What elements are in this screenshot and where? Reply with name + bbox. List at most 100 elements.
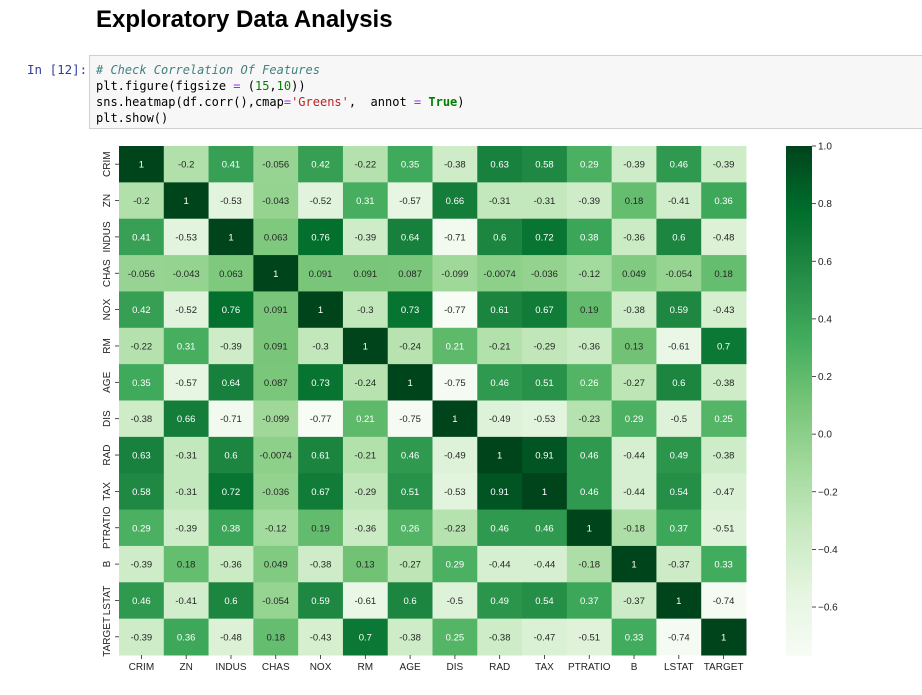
heatmap-cell bbox=[298, 436, 344, 474]
y-tick-label: CRIM bbox=[102, 151, 113, 177]
heatmap-cell-value: -0.29 bbox=[354, 487, 376, 498]
heatmap-cell bbox=[298, 582, 344, 620]
x-tick-label: ZN bbox=[180, 662, 193, 673]
heatmap-cell-value: 0.13 bbox=[356, 560, 375, 571]
heatmap-cell bbox=[432, 473, 478, 511]
y-tick-label: CHAS bbox=[102, 259, 113, 287]
heatmap-cell bbox=[522, 291, 568, 329]
heatmap-cell-value: -0.44 bbox=[534, 560, 556, 571]
heatmap-cell-value: 1 bbox=[407, 378, 412, 389]
heatmap-cell-value: 0.91 bbox=[535, 451, 554, 462]
heatmap-cell-value: 0.64 bbox=[401, 232, 420, 243]
heatmap-cell-value: -0.38 bbox=[713, 451, 735, 462]
heatmap-cell-value: -0.77 bbox=[310, 414, 332, 425]
heatmap-cell bbox=[119, 618, 165, 656]
heatmap-cell bbox=[208, 509, 254, 547]
heatmap-cell-value: -0.23 bbox=[578, 414, 600, 425]
heatmap-cell bbox=[701, 473, 747, 511]
heatmap-cell bbox=[342, 473, 389, 511]
code-cell[interactable] bbox=[89, 55, 922, 129]
heatmap-cell-value: -0.31 bbox=[489, 196, 511, 207]
heatmap-cell-value: -0.099 bbox=[441, 269, 468, 280]
heatmap-cell-value: 1 bbox=[631, 560, 636, 571]
heatmap-cell-value: -0.099 bbox=[262, 414, 289, 425]
heatmap-cell bbox=[701, 327, 747, 365]
heatmap-cell-value: 0.61 bbox=[490, 305, 509, 316]
heatmap-cell bbox=[253, 327, 299, 365]
heatmap-cell bbox=[119, 473, 165, 511]
heatmap-cell bbox=[208, 327, 254, 365]
heatmap-cell bbox=[253, 218, 299, 256]
heatmap-cell bbox=[387, 400, 433, 438]
heatmap-cell bbox=[119, 146, 165, 183]
x-tick-label: CRIM bbox=[129, 662, 155, 673]
heatmap-cell-value: 0.72 bbox=[535, 232, 554, 243]
heatmap-cell bbox=[342, 327, 389, 365]
colorbar bbox=[786, 146, 812, 656]
heatmap-cell-value: 0.049 bbox=[264, 560, 288, 571]
heatmap-cell bbox=[253, 582, 299, 620]
heatmap-cell bbox=[208, 182, 254, 220]
heatmap-cell-value: 1 bbox=[542, 487, 547, 498]
heatmap-cell bbox=[522, 218, 568, 256]
heatmap-cell bbox=[208, 218, 254, 256]
heatmap-cell bbox=[163, 509, 210, 547]
heatmap-cell-value: 0.6 bbox=[224, 451, 237, 462]
heatmap-cell-value: -0.74 bbox=[668, 632, 690, 643]
heatmap-cell-value: -0.75 bbox=[399, 414, 421, 425]
heatmap-cell-value: -0.27 bbox=[399, 560, 421, 571]
heatmap-cell bbox=[432, 146, 478, 183]
x-axis-ticks: CRIM ZN INDUS CHAS NOX RM AGE DIS RAD TAX PTRATIO B… bbox=[129, 655, 744, 673]
heatmap-cell-value: 0.18 bbox=[714, 269, 733, 280]
heatmap-cell bbox=[432, 618, 478, 656]
heatmap-cell bbox=[477, 291, 523, 329]
heatmap-cell-value: -0.39 bbox=[175, 523, 197, 534]
heatmap-cell bbox=[566, 436, 613, 474]
heatmap-cell bbox=[298, 545, 344, 583]
heatmap-cell-value: 0.54 bbox=[670, 487, 689, 498]
code-editor[interactable]: # Check Correlation Of Features plt.figu… bbox=[96, 62, 465, 126]
heatmap-cell bbox=[701, 509, 747, 547]
code-line-comment: # Check Correlation Of Features bbox=[96, 63, 320, 77]
heatmap-cell-value: 0.49 bbox=[670, 451, 689, 462]
heatmap-cell bbox=[208, 146, 254, 183]
y-tick-label: DIS bbox=[102, 410, 113, 427]
heatmap-cell-value: 0.091 bbox=[264, 305, 288, 316]
heatmap-cell-value: -0.38 bbox=[444, 160, 466, 171]
heatmap-cell bbox=[342, 218, 389, 256]
cell-prompt: In [12]: bbox=[27, 62, 88, 77]
heatmap-cell bbox=[253, 364, 299, 401]
heatmap-cell-value: -0.18 bbox=[578, 560, 600, 571]
heatmap-cell bbox=[611, 291, 657, 329]
heatmap-cell bbox=[253, 400, 299, 438]
heatmap-cell-value: 0.59 bbox=[311, 596, 330, 607]
heatmap-cell bbox=[432, 255, 478, 292]
heatmap-cell-value: -0.36 bbox=[578, 341, 600, 352]
heatmap-cell bbox=[566, 146, 613, 183]
x-tick-label: RAD bbox=[489, 662, 510, 673]
heatmap-cell bbox=[119, 364, 165, 401]
heatmap-cell bbox=[566, 618, 613, 656]
colorbar-tick-label: −0.4 bbox=[818, 545, 838, 556]
heatmap-cell bbox=[208, 473, 254, 511]
heatmap-cell-value: -0.41 bbox=[668, 196, 690, 207]
heatmap-cell-value: -0.53 bbox=[534, 414, 556, 425]
heatmap-cell-value: -0.57 bbox=[175, 378, 197, 389]
heatmap-cell bbox=[387, 182, 433, 220]
heatmap-cell bbox=[522, 582, 568, 620]
x-tick-label: CHAS bbox=[262, 662, 290, 673]
heatmap-cell-value: -0.53 bbox=[175, 232, 197, 243]
heatmap-cell-value: 0.41 bbox=[222, 160, 241, 171]
colorbar-tick-label: 0.2 bbox=[818, 372, 832, 383]
heatmap-cell bbox=[342, 582, 389, 620]
heatmap-cell bbox=[119, 400, 165, 438]
heatmap-cell bbox=[611, 218, 657, 256]
heatmap-cell-value: 0.091 bbox=[309, 269, 333, 280]
heatmap-cell bbox=[387, 509, 433, 547]
heatmap-cell bbox=[611, 364, 657, 401]
heatmap-cell bbox=[611, 436, 657, 474]
colorbar-tick-label: 1.0 bbox=[818, 142, 832, 153]
x-tick-label: RM bbox=[358, 662, 374, 673]
heatmap-cell-value: -0.39 bbox=[354, 232, 376, 243]
colorbar-ticks: 1.0 0.8 0.6 0.4 0.2 0.0 −0.2 −0.4 −0.6 bbox=[812, 142, 838, 614]
